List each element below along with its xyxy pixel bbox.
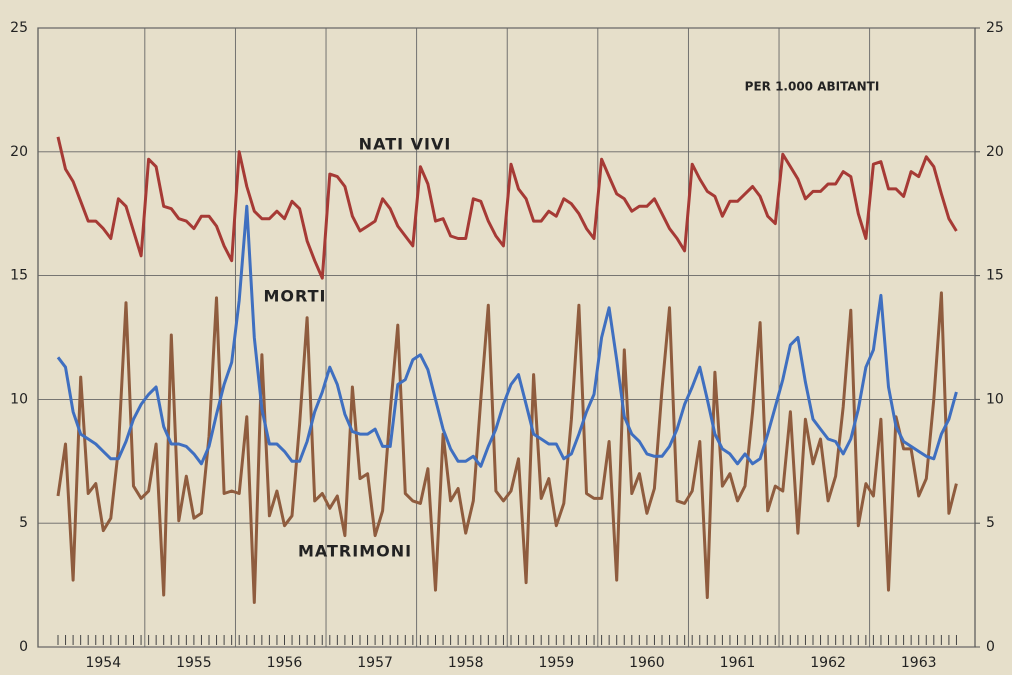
x-tick-label: 1961 <box>720 655 756 671</box>
y2-tick-label: 25 <box>986 20 1004 36</box>
y2-tick-label: 15 <box>986 268 1004 284</box>
series-line <box>56 136 958 280</box>
y2-tick-label: 20 <box>986 144 1004 160</box>
x-tick-label: 1960 <box>629 655 665 671</box>
y2-tick-label: 10 <box>986 391 1004 407</box>
y-tick-label: 5 <box>19 515 28 531</box>
x-tick-label: 1958 <box>448 655 484 671</box>
x-tick-label: 1962 <box>810 655 846 671</box>
y2-tick-label: 0 <box>986 639 995 655</box>
x-tick-label: 1963 <box>901 655 937 671</box>
series-line <box>56 204 958 468</box>
annotation: MORTI <box>264 287 327 306</box>
x-tick-label: 1955 <box>176 655 212 671</box>
y-tick-label: 10 <box>10 391 28 407</box>
x-tick-label: 1957 <box>357 655 393 671</box>
y-tick-label: 25 <box>10 20 28 36</box>
x-tick-label: 1956 <box>267 655 303 671</box>
x-tick-label: 1959 <box>538 655 574 671</box>
y-tick-label: 15 <box>10 268 28 284</box>
y-tick-label: 0 <box>19 639 28 655</box>
y-tick-label: 20 <box>10 144 28 160</box>
y2-tick-label: 5 <box>986 515 995 531</box>
annotation: MATRIMONI <box>298 542 412 561</box>
x-tick-label: 1954 <box>85 655 121 671</box>
annotation: NATI VIVI <box>359 135 452 154</box>
annotation: PER 1.000 ABITANTI <box>745 80 880 94</box>
